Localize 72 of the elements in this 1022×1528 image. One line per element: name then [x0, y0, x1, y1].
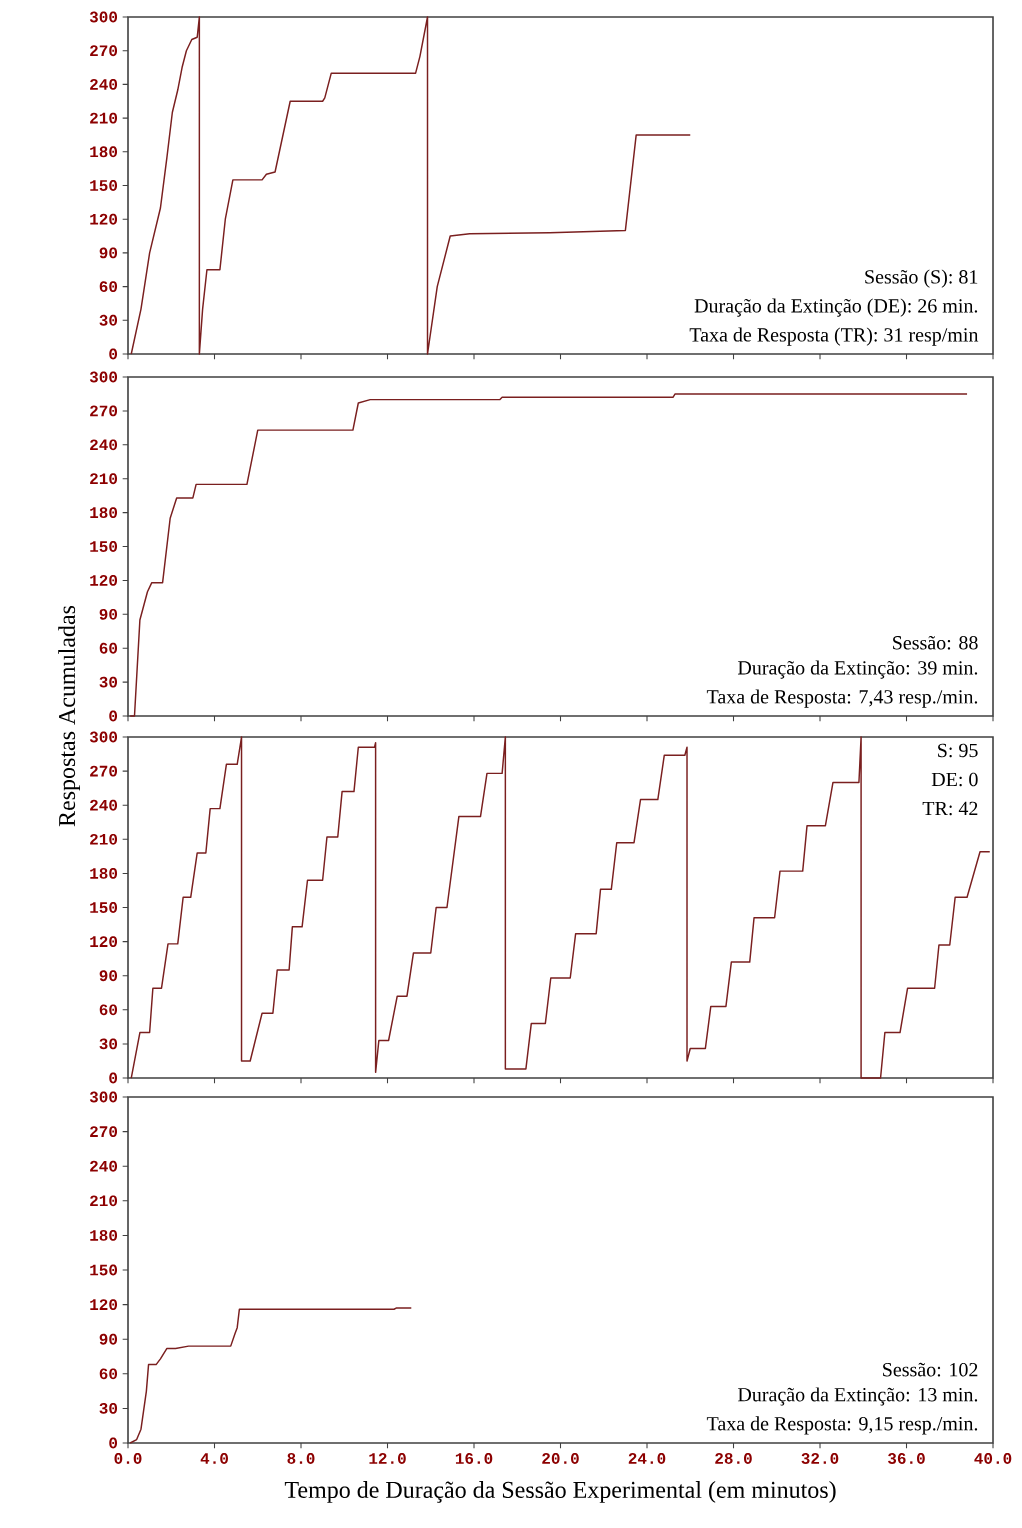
y-tick-label: 120	[90, 936, 118, 948]
y-tick-label: 0	[109, 1437, 118, 1449]
x-tick-label: 4.0	[200, 1453, 228, 1464]
annotation: Duração da Extinção (DE): 26 min.	[694, 298, 978, 317]
y-axis-title: Respostas Acumuladas	[58, 605, 80, 827]
y-tick-label: 30	[99, 314, 118, 326]
y-tick-label: 180	[90, 507, 118, 519]
y-tick-label: 30	[99, 676, 118, 688]
x-tick-label: 20.0	[542, 1453, 579, 1464]
annotation: Taxa de Resposta: 7,43 resp./min.	[706, 689, 978, 708]
y-tick-label: 30	[99, 1402, 118, 1414]
y-tick-label: 90	[99, 970, 118, 982]
y-tick-label: 120	[90, 213, 118, 225]
y-tick-label: 210	[90, 833, 118, 845]
y-tick-label: 60	[99, 1368, 118, 1380]
x-tick-label: 12.0	[369, 1453, 406, 1464]
y-tick-label: 0	[109, 710, 118, 722]
y-tick-label: 270	[90, 1126, 118, 1138]
y-tick-label: 270	[90, 405, 118, 417]
x-tick-label: 28.0	[715, 1453, 752, 1464]
line-series	[129, 1307, 413, 1444]
y-tick-label: 210	[90, 112, 118, 124]
y-tick-label: 60	[99, 1004, 118, 1016]
x-tick-label: 36.0	[888, 1453, 925, 1464]
line-series	[130, 16, 691, 355]
x-tick-label: 8.0	[287, 1453, 315, 1464]
y-tick-label: 300	[89, 1091, 118, 1103]
y-tick-label: 180	[90, 867, 118, 879]
y-tick-label: 90	[99, 608, 118, 620]
y-tick-label: 270	[90, 765, 118, 777]
annotation: Taxa de Resposta (TR): 31 resp/min	[689, 327, 979, 346]
x-axis-title: Tempo de Duração da Sessão Experimental (em minutos)	[284, 1481, 836, 1503]
y-tick-label: 240	[90, 1160, 118, 1172]
x-tick-label: 16.0	[455, 1453, 493, 1464]
y-tick-label: 90	[99, 1333, 118, 1345]
y-tick-label: 0	[109, 1072, 118, 1084]
y-tick-label: 210	[90, 1195, 118, 1207]
y-tick-label: 150	[90, 902, 118, 913]
y-tick-label: 30	[99, 1038, 118, 1050]
annotation: Taxa de Resposta: 9,15 resp./min.	[706, 1416, 978, 1435]
y-tick-label: 60	[99, 642, 118, 654]
annotation: Sessão (S): 81	[865, 269, 978, 288]
annotation: Duração da Extinção: 39 min.	[737, 660, 978, 679]
y-tick-label: 150	[90, 180, 118, 191]
y-tick-label: 300	[89, 731, 118, 743]
annotation: Duração da Extinção: 13 min.	[737, 1387, 978, 1406]
y-tick-label: 180	[90, 1229, 118, 1241]
y-tick-label: 270	[90, 45, 118, 57]
x-tick-label: 32.0	[801, 1453, 839, 1464]
annotation: Sessão: 102	[883, 1362, 978, 1377]
annotation: TR: 42	[922, 801, 978, 816]
y-tick-label: 150	[90, 1264, 118, 1276]
annotation: S: 95	[938, 743, 978, 758]
y-tick-label: 300	[89, 11, 118, 23]
line-series	[130, 736, 991, 1079]
y-tick-label: 120	[90, 1299, 118, 1311]
y-tick-label: 210	[90, 473, 118, 485]
y-tick-label: 240	[90, 78, 118, 90]
x-tick-label: 40.0	[974, 1453, 1012, 1464]
x-tick-label: 0.0	[114, 1453, 142, 1464]
annotation: Sessão: 88	[893, 635, 978, 650]
y-tick-label: 300	[89, 371, 118, 383]
annotation: DE: 0	[931, 772, 978, 787]
y-tick-label: 240	[90, 799, 118, 811]
y-tick-label: 120	[90, 574, 118, 586]
y-tick-label: 180	[90, 146, 118, 158]
y-tick-label: 60	[99, 281, 118, 293]
y-tick-label: 240	[90, 439, 118, 451]
y-tick-label: 0	[109, 348, 118, 360]
y-tick-label: 90	[99, 247, 118, 259]
x-tick-label: 24.0	[628, 1453, 666, 1464]
y-tick-label: 150	[90, 541, 118, 552]
